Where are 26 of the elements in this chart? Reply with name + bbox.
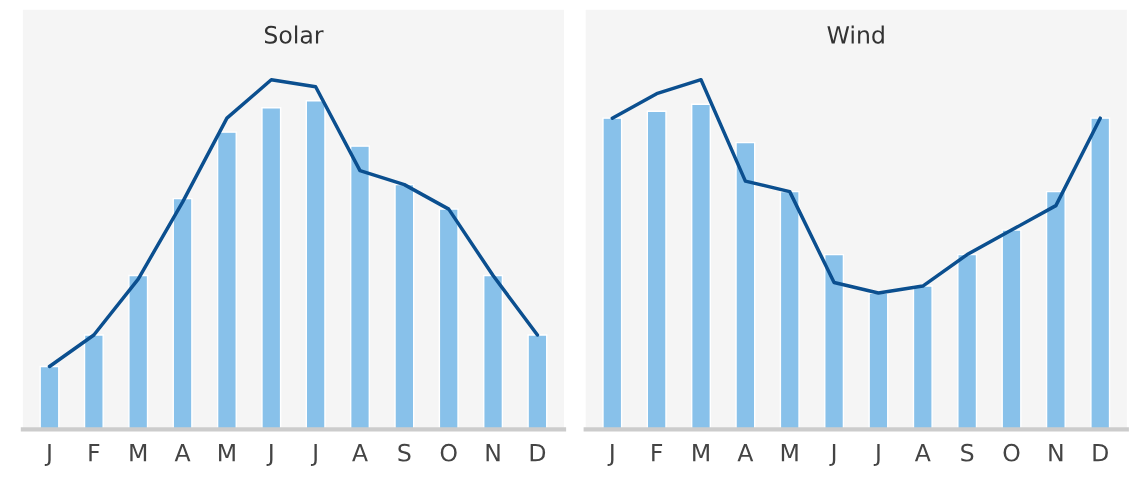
x-tick-label: J (873, 444, 880, 466)
x-tick-label: A (914, 444, 931, 462)
x-tick-label: A (352, 444, 368, 462)
x-tick-label: N (486, 444, 500, 462)
x-tick-label: J (310, 444, 317, 466)
x-tick-label: N (1049, 444, 1063, 462)
x-tick-label: S (398, 443, 411, 462)
x-tick-label: M (219, 444, 235, 462)
x-tick-label: F (89, 444, 100, 462)
x-tick-label: O (1003, 443, 1020, 462)
x-tick-label: F (652, 444, 663, 462)
chart-title: Wind (827, 25, 884, 44)
x-tick-label: A (737, 444, 754, 462)
x-tick-label: D (530, 444, 546, 462)
x-tick-label: M (781, 444, 798, 462)
x-tick-label: D (1093, 444, 1108, 462)
x-tick-label: J (44, 444, 51, 466)
x-tick-label: O (440, 443, 457, 462)
x-tick-label: M (130, 444, 147, 462)
x-tick-label: A (174, 444, 191, 462)
x-tick-label: J (829, 444, 836, 466)
x-tick-label: M (693, 444, 709, 462)
x-tick-label: S (961, 443, 974, 462)
chart-title: Solar (264, 25, 324, 44)
x-tick-label: J (607, 444, 614, 466)
x-tick-label: J (266, 444, 273, 466)
